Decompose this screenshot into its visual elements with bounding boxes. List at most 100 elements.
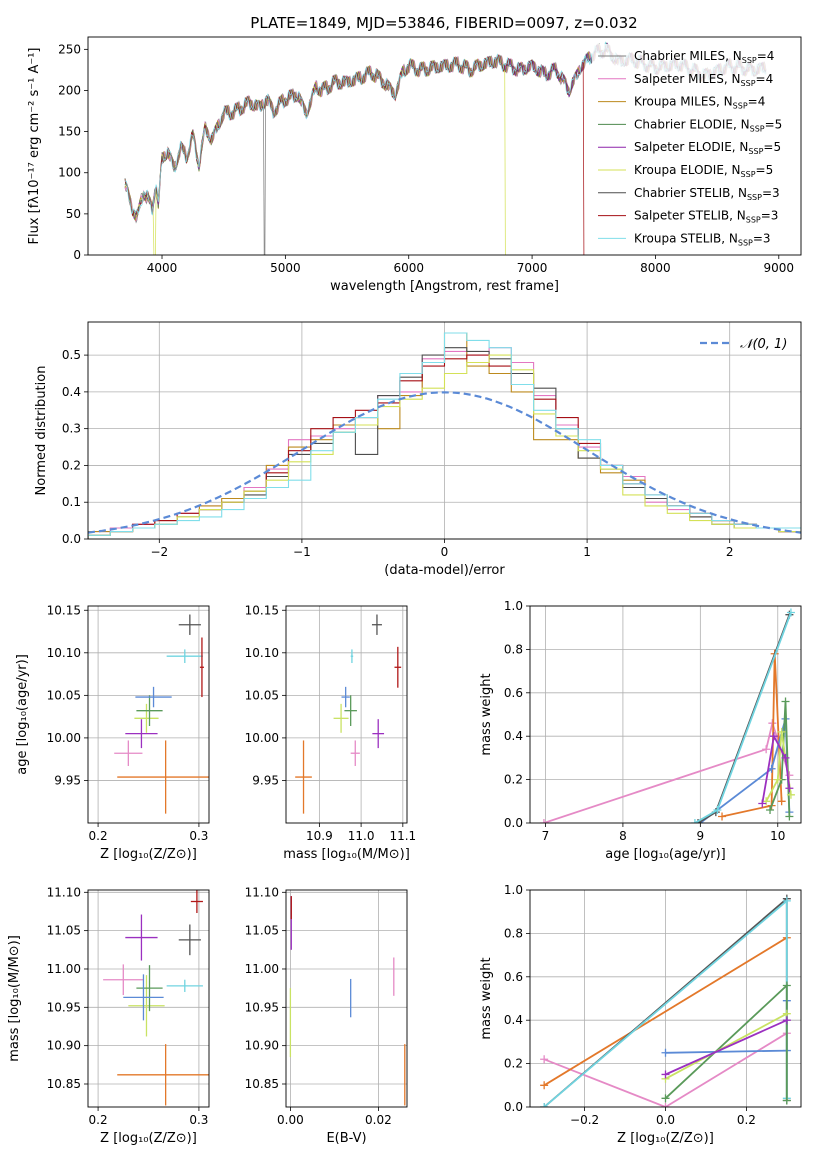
y-tick-label: 0.8 xyxy=(504,926,523,940)
y-tick-label: 11.05 xyxy=(245,924,279,938)
plot-area xyxy=(289,896,406,1106)
legend-value: =5 xyxy=(765,117,783,131)
legend-entry: Chabrier MILES, NSSP=4 xyxy=(634,49,774,65)
mass-vs-metallicity-panel: 0.2 0.3 10.85 10.90 10.95 11.00 11.05 11.10 Z [l… xyxy=(7,885,210,1146)
x-tick-label: 8000 xyxy=(640,261,671,275)
legend-entry: Kroupa ELODIE, NSSP=5 xyxy=(634,163,773,179)
massweight-line-orange xyxy=(543,936,788,1087)
axes-frame xyxy=(285,605,408,824)
massweight-marker xyxy=(540,1103,549,1107)
y-tick-label: 0.6 xyxy=(504,686,523,700)
x-tick-label: 0.2 xyxy=(737,1113,756,1127)
y-tick-label: 10.05 xyxy=(245,688,279,702)
y-axis-label: mass weight xyxy=(479,673,494,755)
x-tick-label: 2 xyxy=(726,545,734,559)
axes-frame xyxy=(87,605,210,824)
massweight-marker xyxy=(781,753,790,762)
y-axis-label: mass weight xyxy=(479,957,494,1039)
mass-vs-ebv-panel: 0.00 0.02 10.85 10.90 10.95 11.00 11.05 11.10 E(… xyxy=(245,885,408,1146)
y-tick-label: 10.95 xyxy=(47,1000,81,1014)
residuals-panel: −2 −1 0 1 2 0.0 0.1 0.2 0.3 0.4 0.5 (data-model)/er… xyxy=(34,321,802,578)
y-tick-label: 0.4 xyxy=(504,729,523,743)
axes-frame xyxy=(87,36,802,256)
y-tick-label: 11.05 xyxy=(47,924,81,938)
x-tick-label: 1 xyxy=(583,545,591,559)
x-tick-label: 0 xyxy=(441,545,449,559)
x-axis-label: (data-model)/error xyxy=(384,563,505,578)
x-tick-label: 10.9 xyxy=(306,829,333,843)
age-vs-mass-panel: 10.9 11.0 11.1 9.95 10.00 10.05 10.10 10.15 mass… xyxy=(245,603,417,862)
x-axis-label: wavelength [Angstrom, rest frame] xyxy=(330,279,559,294)
x-axis-label: mass [log₁₀(M/M⊙)] xyxy=(283,847,410,862)
y-axis-label: Flux [fλ10⁻¹⁷ erg cm⁻² s⁻¹ A⁻¹] xyxy=(27,48,42,245)
x-tick-label: 0.00 xyxy=(277,1113,304,1127)
massweight-marker xyxy=(782,1016,791,1025)
x-axis-label: age [log₁₀(age/yr)] xyxy=(605,847,726,862)
massweight-marker xyxy=(782,1096,791,1105)
x-tick-label: 6000 xyxy=(393,261,424,275)
x-tick-label: 9000 xyxy=(764,261,795,275)
histogram-kroupa_stelib xyxy=(88,332,801,539)
legend-value: =4 xyxy=(748,95,766,109)
legend: Chabrier MILES, NSSP=4 Salpeter MILES, NS… xyxy=(592,44,792,249)
y-tick-label: 11.10 xyxy=(47,885,81,899)
y-tick-label: 10.90 xyxy=(47,1039,81,1053)
legend-subscript: SSP xyxy=(742,56,757,65)
y-tick-label: 200 xyxy=(58,83,81,97)
massweight-marker xyxy=(713,805,722,814)
y-tick-label: 150 xyxy=(58,125,81,139)
y-tick-label: 11.10 xyxy=(245,885,279,899)
legend-entry: Kroupa MILES, NSSP=4 xyxy=(634,95,765,111)
massweight-marker xyxy=(782,981,791,990)
x-tick-label: 7 xyxy=(542,829,550,843)
y-tick-label: 50 xyxy=(66,207,81,221)
legend-value: =3 xyxy=(753,231,771,245)
y-tick-label: 10.00 xyxy=(47,731,81,745)
normal-curve xyxy=(88,391,801,534)
y-tick-label: 0.3 xyxy=(62,422,81,436)
y-tick-label: 0.1 xyxy=(62,495,81,509)
massweight-line-dark xyxy=(697,614,791,823)
massweight-line-lime xyxy=(665,1012,788,1080)
massweight-marker xyxy=(786,790,795,799)
legend-entry: Chabrier ELODIE, NSSP=5 xyxy=(634,117,782,133)
x-axis-label: Z [log₁₀(Z/Z⊙)] xyxy=(100,1131,197,1146)
massweight-marker xyxy=(777,727,786,736)
x-tick-label: 0.02 xyxy=(365,1113,392,1127)
y-tick-label: 0.0 xyxy=(504,1100,523,1114)
x-tick-label: 11.1 xyxy=(389,829,416,843)
massweight-marker xyxy=(773,775,782,784)
x-tick-label: −0.2 xyxy=(570,1113,599,1127)
legend-entry: Salpeter STELIB, NSSP=3 xyxy=(634,209,778,225)
massweight-vs-age-panel: 7 8 9 10 0.0 0.2 0.4 0.6 0.8 1.0 age [log₁₀(age/yr… xyxy=(479,599,802,862)
y-tick-label: 0.5 xyxy=(62,348,81,362)
massweight-marker xyxy=(766,805,775,814)
y-tick-label: 10.95 xyxy=(245,1000,279,1014)
massweight-line-pink xyxy=(543,1032,788,1107)
spectrum-panel: 4000 5000 6000 7000 8000 9000 0 50 100 150 200 250 w… xyxy=(27,36,802,294)
legend-value: =4 xyxy=(757,49,775,63)
x-tick-label: 0.3 xyxy=(189,829,208,843)
massweight-marker xyxy=(539,819,548,823)
legend-entry: Salpeter MILES, NSSP=4 xyxy=(634,72,773,88)
legend-subscript: SSP xyxy=(733,102,748,111)
x-tick-label: −1 xyxy=(293,545,311,559)
age-vs-metallicity-panel: 0.2 0.3 9.95 10.00 10.05 10.10 10.15 Z [log₁₀(Z… xyxy=(15,603,210,862)
x-axis-label: E(B-V) xyxy=(326,1131,366,1146)
legend-subscript: SSP xyxy=(748,147,763,156)
legend-value: =5 xyxy=(763,140,781,154)
x-tick-label: 7000 xyxy=(517,261,548,275)
y-tick-label: 10.15 xyxy=(245,603,279,617)
legend-value: =3 xyxy=(762,186,780,200)
x-tick-label: 4000 xyxy=(147,261,178,275)
massweight-marker xyxy=(661,1048,670,1057)
legend: 𝒩(0, 1) xyxy=(700,337,787,352)
massweight-marker xyxy=(661,1070,670,1079)
plot-area xyxy=(114,614,209,814)
legend-subscript: SSP xyxy=(741,79,756,88)
y-tick-label: 0 xyxy=(73,248,81,262)
massweight-line-green xyxy=(664,983,788,1101)
y-tick-label: 0.4 xyxy=(504,1013,523,1027)
plot-area xyxy=(103,890,209,1106)
